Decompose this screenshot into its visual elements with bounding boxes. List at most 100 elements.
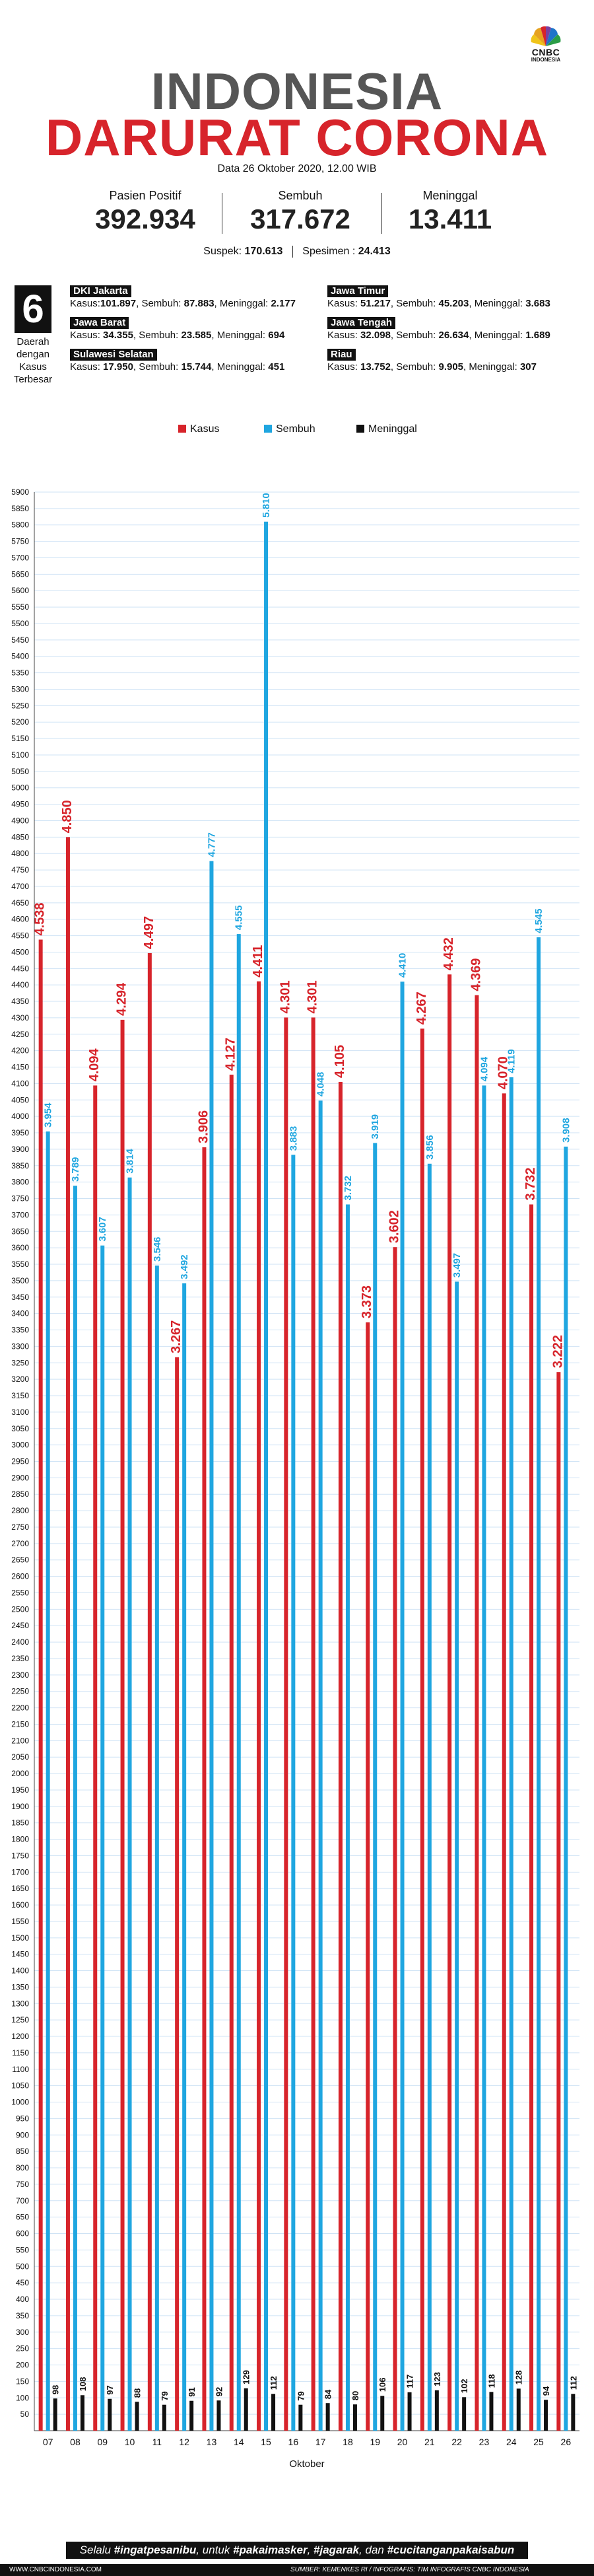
x-tick-label: 10 (125, 2437, 135, 2447)
bar-kasus (475, 995, 479, 2431)
meninggal-label: Meninggal: (469, 361, 517, 373)
y-tick-label: 1150 (12, 2048, 29, 2057)
stat-meninggal: Meninggal 13.411 (384, 188, 516, 236)
region-count-caption: Daerah dengan Kasus Terbesar (7, 336, 59, 386)
x-tick-label: 16 (288, 2437, 299, 2447)
y-tick-label: 400 (16, 2295, 29, 2304)
y-tick-label: 1450 (11, 1950, 29, 1959)
peacock-icon (531, 26, 561, 46)
y-tick-label: 5550 (11, 602, 29, 612)
y-tick-label: 2500 (11, 1604, 29, 1614)
y-tick-label: 550 (16, 2245, 29, 2254)
label-meninggal: 80 (350, 2391, 360, 2400)
y-tick-label: 4650 (11, 898, 29, 908)
slogan-text: Selalu (79, 2544, 114, 2556)
y-tick-label: 5650 (11, 569, 29, 579)
bar-kasus (284, 1017, 288, 2431)
bar-kasus (393, 1247, 397, 2431)
y-tick-label: 2550 (11, 1588, 29, 1597)
bar-kasus (175, 1357, 180, 2431)
label-meninggal: 92 (214, 2387, 224, 2396)
kasus-value: 32.098 (360, 330, 391, 341)
y-tick-label: 500 (16, 2262, 29, 2271)
y-tick-label: 2250 (11, 1687, 29, 1696)
bar-meninggal (325, 2403, 330, 2431)
y-tick-label: 4950 (11, 800, 29, 809)
bar-meninggal (80, 2395, 84, 2431)
bar-meninggal (244, 2388, 248, 2431)
stat-value: 317.672 (250, 203, 350, 234)
bar-sembuh (482, 1085, 486, 2431)
region-stats: Kasus: 13.752, Sembuh: 9.905, Meninggal:… (327, 361, 537, 373)
chart-legend: Kasus Sembuh Meninggal (0, 423, 594, 437)
region-jawa-timur: Jawa Timur Kasus: 51.217, Sembuh: 45.203… (327, 285, 550, 310)
bar-sembuh (427, 1163, 432, 2431)
stat-value: 392.934 (95, 203, 195, 234)
stat-label: Pasien Positif (109, 189, 182, 202)
bar-kasus (556, 1372, 561, 2431)
caption-line: Daerah (16, 336, 50, 347)
label-meninggal: 118 (486, 2374, 496, 2388)
bar-kasus (366, 1322, 370, 2431)
y-tick-label: 1950 (11, 1785, 29, 1795)
region-stats: Kasus:101.897, Sembuh: 87.883, Meninggal… (70, 298, 296, 309)
y-tick-label: 5800 (11, 520, 29, 530)
y-tick-label: 150 (16, 2377, 29, 2386)
region-name: Jawa Barat (70, 317, 129, 329)
bar-sembuh (154, 1266, 159, 2431)
meninggal-label: Meninggal: (219, 298, 269, 309)
y-tick-label: 3500 (11, 1276, 29, 1285)
y-tick-label: 2850 (11, 1489, 29, 1499)
kasus-label: Kasus: (70, 298, 100, 309)
bar-sembuh (400, 982, 405, 2431)
bar-meninggal (544, 2400, 548, 2431)
region-dki-jakarta: DKI Jakarta Kasus:101.897, Sembuh: 87.88… (70, 285, 296, 310)
region-sulawesi-selatan: Sulawesi Selatan Kasus: 17.950, Sembuh: … (70, 349, 284, 374)
y-tick-label: 5400 (11, 652, 29, 661)
region-stats: Kasus: 51.217, Sembuh: 45.203, Meninggal… (327, 298, 550, 309)
website-link[interactable]: WWW.CNBCINDONESIA.COM (9, 2566, 102, 2573)
label-kasus: 4.497 (142, 916, 156, 949)
hashtag: #jagarak (314, 2544, 360, 2556)
x-tick-label: 09 (97, 2437, 108, 2447)
label-sembuh: 4.119 (506, 1049, 517, 1073)
region-name: Jawa Timur (327, 285, 389, 297)
y-tick-label: 600 (16, 2229, 29, 2238)
label-sembuh: 4.545 (533, 909, 544, 934)
bar-sembuh (564, 1146, 568, 2431)
meninggal-label: Meninggal: (474, 298, 523, 309)
kasus-value: 101.897 (100, 298, 137, 309)
stat-sembuh: Sembuh 317.672 (234, 188, 366, 236)
y-tick-label: 1550 (11, 1917, 29, 1926)
y-tick-label: 4150 (11, 1063, 29, 1072)
spesimen-label: Spesimen : (302, 246, 356, 258)
y-tick-label: 5600 (11, 586, 29, 595)
y-tick-label: 3750 (11, 1194, 29, 1203)
kasus-label: Kasus: (327, 298, 358, 309)
legend-swatch (356, 425, 364, 433)
label-sembuh: 3.732 (343, 1176, 354, 1201)
sembuh-value: 45.203 (438, 298, 469, 309)
y-tick-label: 1600 (11, 1900, 29, 1910)
y-tick-label: 2100 (11, 1736, 29, 1745)
x-tick-label: 14 (234, 2437, 244, 2447)
x-tick-label: 20 (397, 2437, 408, 2447)
suspek-value: 170.613 (244, 246, 283, 258)
y-tick-label: 200 (16, 2361, 29, 2370)
legend-label: Meninggal (368, 423, 417, 435)
y-tick-label: 2350 (11, 1654, 29, 1663)
label-meninggal: 112 (568, 2376, 578, 2390)
y-tick-label: 4850 (11, 832, 29, 841)
y-tick-label: 3950 (11, 1128, 29, 1137)
x-tick-label: 26 (561, 2437, 572, 2447)
y-tick-label: 5200 (11, 717, 29, 727)
label-kasus: 4.538 (33, 902, 48, 935)
bar-kasus (338, 1081, 343, 2431)
y-tick-label: 1350 (11, 1982, 29, 1991)
stat-label: Sembuh (278, 189, 323, 202)
label-meninggal: 98 (51, 2385, 61, 2394)
y-tick-label: 4750 (11, 865, 29, 875)
title-line-2: DARURAT CORONA (45, 108, 549, 166)
legend-swatch (178, 425, 186, 433)
label-meninggal: 102 (459, 2379, 469, 2394)
